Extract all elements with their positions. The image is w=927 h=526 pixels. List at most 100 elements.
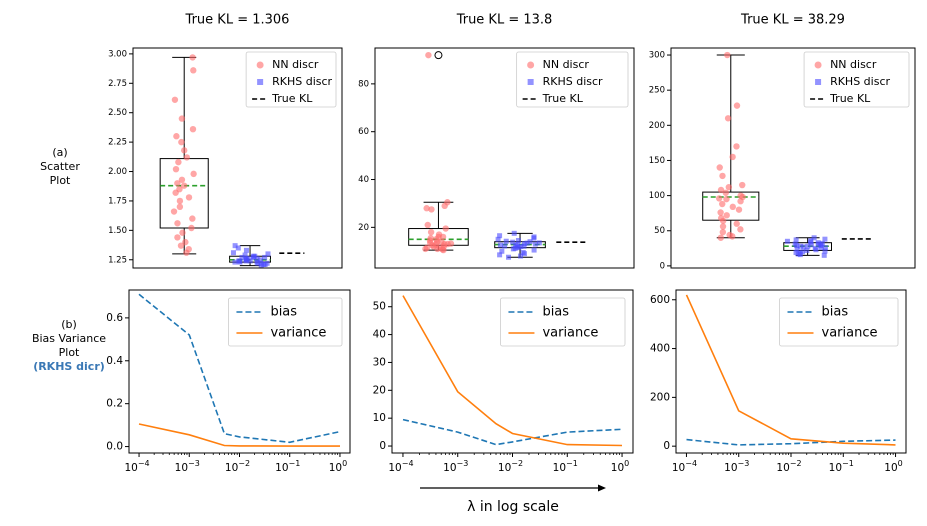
nn-point <box>729 153 736 161</box>
y-tick-label: 2.75 <box>108 79 127 89</box>
nn-point <box>715 195 723 202</box>
x-tick-label: 100 <box>611 459 629 475</box>
nn-point <box>183 249 190 256</box>
rkhs-point <box>792 241 798 247</box>
y-tick-label: 1.50 <box>108 226 127 236</box>
plot-frame <box>391 289 634 454</box>
rkhs-point <box>250 254 256 260</box>
rkhs-point <box>255 260 261 266</box>
y-tick-label: 1.75 <box>108 196 127 206</box>
nn-point <box>722 189 730 196</box>
y-tick-label: 0.6 <box>106 312 123 324</box>
x-tick-label: 10−4 <box>672 459 697 475</box>
rkhs-point <box>794 246 800 252</box>
nn-point <box>176 203 184 211</box>
nn-point <box>724 115 732 122</box>
nn-point <box>178 138 185 146</box>
rkhs-point <box>531 247 537 253</box>
rkhs-point <box>497 242 503 248</box>
nn-point <box>724 51 731 59</box>
y-tick-label: 2.25 <box>108 138 127 148</box>
nn-point <box>719 200 726 208</box>
rkhs-point <box>257 257 263 263</box>
nn-point <box>190 170 197 178</box>
legend-frame <box>245 51 337 108</box>
legend-rkhs-label: RKHS discr <box>543 75 603 88</box>
rkhs-point <box>797 252 803 258</box>
nn-point <box>729 203 736 211</box>
y-tick-label: 600 <box>650 294 670 306</box>
series-bias-line <box>686 438 896 446</box>
nn-point <box>717 186 725 194</box>
nn-point <box>182 238 189 246</box>
legend: NN discr RKHS discr True KL <box>516 51 629 108</box>
nn-point <box>427 228 435 236</box>
rkhs-point <box>235 245 241 251</box>
nn-point <box>190 67 197 74</box>
legend-frame <box>500 297 626 347</box>
nn-point <box>189 125 197 133</box>
nn-point <box>174 234 181 241</box>
nn-point <box>185 194 193 201</box>
rkhs-point <box>264 260 270 266</box>
y-tick-label: 2.50 <box>108 108 127 118</box>
nn-point <box>733 143 740 150</box>
nn-point <box>441 202 448 210</box>
legend: bias variance <box>779 297 899 347</box>
rkhs-point <box>536 240 542 246</box>
panel-title: True KL = 1.306 <box>185 13 290 28</box>
x-tick-label: 10−4 <box>388 459 413 475</box>
rkhs-point <box>265 251 271 257</box>
y-tick-label: 0 <box>379 440 386 452</box>
nn-point <box>719 172 726 180</box>
rkhs-point <box>531 235 537 241</box>
legend-frame <box>228 297 343 347</box>
y-tick-label: 1.25 <box>108 255 127 265</box>
rkhs-point <box>495 236 501 242</box>
x-tick-label: 10−2 <box>776 459 801 475</box>
rkhs-point <box>230 250 236 256</box>
row-b-line3: Plot <box>58 346 80 359</box>
rkhs-point <box>239 254 245 260</box>
legend-nn-label: NN discr <box>272 58 319 71</box>
rkhs-point <box>822 236 828 242</box>
legend-nn-label: NN discr <box>543 58 590 71</box>
nn-point <box>432 241 440 248</box>
x-tick-label: 10−4 <box>124 459 149 475</box>
rkhs-point <box>232 259 238 265</box>
rkhs-point <box>502 243 508 249</box>
legend-rkhs-label: RKHS discr <box>272 75 332 88</box>
nn-point <box>425 51 432 59</box>
nn-point <box>424 221 431 229</box>
rkhs-point <box>813 247 819 253</box>
nn-point <box>177 242 185 249</box>
panel-2: True KL = 13.8 20 40 60 80 NN discr RKHS discr… <box>358 13 635 269</box>
series-variance-line <box>138 423 340 447</box>
nn-point <box>180 182 188 189</box>
x-tick-label: 10−1 <box>275 459 300 475</box>
nn-box <box>159 158 209 229</box>
nn-point <box>179 229 186 236</box>
legend-frame <box>779 297 899 347</box>
nn-point <box>423 205 430 212</box>
nn-point <box>735 206 743 213</box>
row-a-line3: Plot <box>49 174 71 187</box>
nn-point <box>173 133 180 140</box>
nn-point <box>188 224 195 232</box>
y-tick-label: 50 <box>654 226 665 236</box>
y-tick-label: 0.2 <box>106 398 123 410</box>
x-tick-label: 10−1 <box>553 459 578 475</box>
row-a-line2: Scatter <box>40 160 80 173</box>
rkhs-point <box>506 254 512 260</box>
rkhs-point <box>811 235 817 241</box>
legend-rkhs-marker <box>257 79 264 85</box>
legend-variance-label: variance <box>542 326 598 341</box>
rkhs-point <box>521 243 527 249</box>
plot-frame <box>128 289 351 454</box>
nn-point <box>733 102 741 109</box>
y-tick-label: 40 <box>373 329 386 341</box>
nn-point <box>174 180 181 187</box>
y-tick-label: 0.0 <box>106 441 123 453</box>
rkhs-point <box>805 243 811 249</box>
rkhs-point <box>808 242 814 248</box>
